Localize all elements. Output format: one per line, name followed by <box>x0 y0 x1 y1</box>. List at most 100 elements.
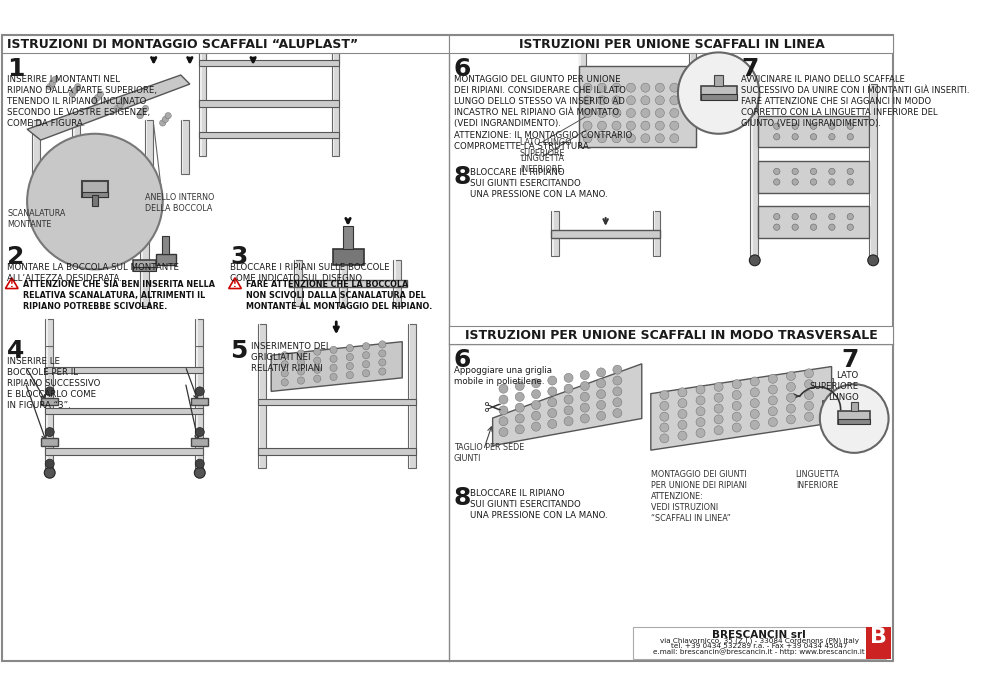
Circle shape <box>45 467 55 478</box>
Circle shape <box>27 134 162 269</box>
Circle shape <box>362 370 369 377</box>
Bar <box>2 35 449 54</box>
Bar <box>289 280 407 287</box>
Circle shape <box>612 96 621 105</box>
Circle shape <box>768 385 777 394</box>
Circle shape <box>499 406 508 415</box>
Bar <box>758 161 868 193</box>
Circle shape <box>733 379 742 388</box>
Bar <box>332 40 339 60</box>
Text: !: ! <box>10 280 14 289</box>
Bar <box>182 120 183 175</box>
Bar <box>838 418 870 424</box>
Circle shape <box>583 109 592 118</box>
Circle shape <box>52 77 58 83</box>
Circle shape <box>792 134 798 140</box>
Circle shape <box>94 95 101 101</box>
Text: 8: 8 <box>453 166 471 189</box>
Circle shape <box>580 393 589 402</box>
Circle shape <box>583 134 592 143</box>
Circle shape <box>515 381 525 390</box>
Text: MONTAGGIO DEI GIUNTI
PER UNIONE DEI RIPIANI
ATTENZIONE:
VEDI ISTRUZIONI
“SCAFFAL: MONTAGGIO DEI GIUNTI PER UNIONE DEI RIPI… <box>650 470 746 523</box>
Bar <box>196 319 198 346</box>
Text: 3: 3 <box>231 245 248 269</box>
Circle shape <box>515 393 525 402</box>
Circle shape <box>499 417 508 426</box>
Circle shape <box>330 355 338 363</box>
Circle shape <box>97 91 104 97</box>
Bar <box>133 260 156 271</box>
Circle shape <box>847 134 853 140</box>
Circle shape <box>120 98 126 104</box>
Bar <box>156 254 176 265</box>
Bar <box>551 211 558 256</box>
Circle shape <box>696 385 705 394</box>
Bar <box>826 378 827 432</box>
Text: ✂: ✂ <box>483 400 502 420</box>
Circle shape <box>829 168 836 175</box>
Circle shape <box>137 113 144 119</box>
Circle shape <box>678 52 759 134</box>
Circle shape <box>580 414 589 423</box>
Bar <box>689 43 696 148</box>
Circle shape <box>811 224 817 230</box>
Bar <box>750 84 758 256</box>
Circle shape <box>670 121 679 130</box>
Circle shape <box>847 123 853 129</box>
Bar <box>393 260 401 306</box>
Polygon shape <box>229 278 242 289</box>
Bar <box>295 260 296 306</box>
Circle shape <box>580 381 589 390</box>
Bar <box>199 39 206 157</box>
Circle shape <box>597 411 606 420</box>
Circle shape <box>597 379 606 388</box>
Bar <box>200 39 202 157</box>
Circle shape <box>696 429 705 438</box>
Bar <box>333 40 335 60</box>
Circle shape <box>627 96 636 105</box>
Circle shape <box>792 123 798 129</box>
Circle shape <box>532 379 541 388</box>
Text: ISTRUZIONI PER UNIONE SCAFFALI IN MODO TRASVERSALE: ISTRUZIONI PER UNIONE SCAFFALI IN MODO T… <box>465 329 878 342</box>
Circle shape <box>515 425 525 434</box>
Circle shape <box>655 109 664 118</box>
Circle shape <box>750 377 759 386</box>
Text: 1: 1 <box>7 57 25 81</box>
Text: LATO LUNGO
SUPERIORE: LATO LUNGO SUPERIORE <box>520 139 571 159</box>
Bar <box>200 40 202 60</box>
Bar <box>838 411 870 424</box>
Text: LINGUETTA
INFERIORE: LINGUETTA INFERIORE <box>520 154 563 174</box>
Circle shape <box>786 415 795 424</box>
Circle shape <box>641 83 649 92</box>
Circle shape <box>792 214 798 220</box>
Circle shape <box>597 400 606 409</box>
Circle shape <box>46 427 54 436</box>
Circle shape <box>47 84 52 90</box>
Circle shape <box>655 134 664 143</box>
Circle shape <box>714 382 723 391</box>
Circle shape <box>117 102 124 108</box>
Circle shape <box>733 390 742 400</box>
Circle shape <box>773 224 780 230</box>
Circle shape <box>733 423 742 432</box>
Circle shape <box>773 214 780 220</box>
Circle shape <box>314 348 321 355</box>
Bar <box>825 378 833 432</box>
Circle shape <box>195 459 204 468</box>
Circle shape <box>660 390 669 400</box>
Circle shape <box>564 406 573 415</box>
Bar <box>196 346 198 468</box>
Bar <box>691 105 714 116</box>
Circle shape <box>74 84 81 90</box>
Circle shape <box>811 214 817 220</box>
Bar <box>33 120 35 175</box>
Circle shape <box>597 368 606 377</box>
Circle shape <box>281 379 288 386</box>
Bar <box>89 175 100 229</box>
Circle shape <box>811 179 817 185</box>
Text: LATO
SUPERIORE
LUNGO: LATO SUPERIORE LUNGO <box>810 370 858 402</box>
Circle shape <box>362 351 369 359</box>
Circle shape <box>72 87 78 93</box>
Text: ISTRUZIONI DI MONTAGGIO SCAFFALI “ALUPLAST”: ISTRUZIONI DI MONTAGGIO SCAFFALI “ALUPLA… <box>7 38 358 51</box>
Circle shape <box>499 384 508 393</box>
